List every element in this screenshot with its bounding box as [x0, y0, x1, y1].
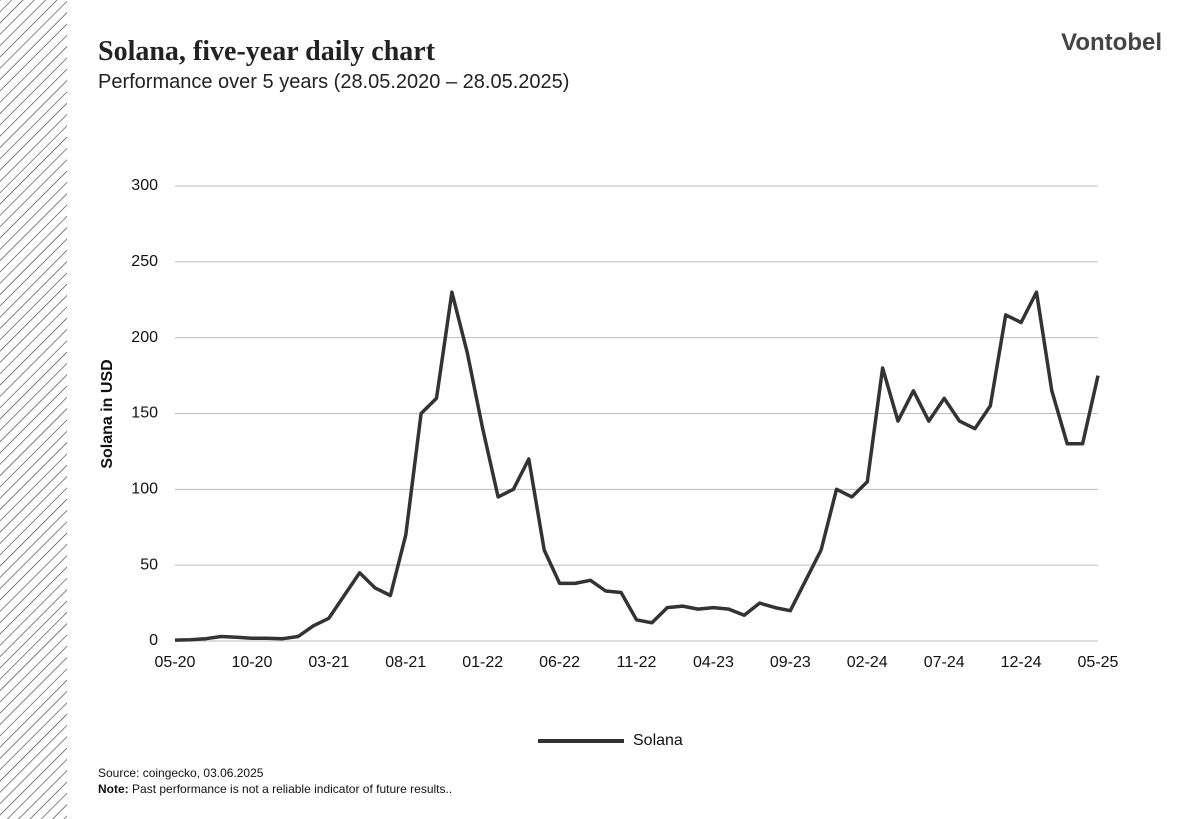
hatched-stripe: [0, 0, 67, 819]
y-tick-label: 100: [131, 481, 158, 498]
x-tick-label: 09-23: [770, 654, 811, 671]
note-text: Past performance is not a reliable indic…: [132, 782, 452, 796]
y-tick-label: 200: [131, 329, 158, 346]
brand-logo: Vontobel: [1061, 29, 1162, 56]
x-tick-label: 05-20: [155, 654, 196, 671]
x-tick-label: 10-20: [231, 654, 272, 671]
y-tick-label: 50: [140, 556, 158, 573]
x-tick-label: 11-22: [617, 654, 657, 671]
x-tick-label: 07-24: [924, 654, 965, 671]
y-tick-label: 150: [131, 405, 158, 422]
y-tick-label: 300: [131, 177, 158, 194]
series-line: [174, 290, 1100, 642]
note: Note: Past performance is not a reliable…: [98, 782, 452, 796]
x-tick-label: 06-22: [539, 654, 580, 671]
y-tick-label: 250: [131, 253, 158, 270]
x-tick-label: 04-23: [693, 654, 734, 671]
legend-label: Solana: [633, 732, 683, 749]
x-tick-label: 12-24: [1001, 654, 1042, 671]
y-axis-label: Solana in USD: [99, 359, 116, 468]
x-tick-label: 05-25: [1078, 654, 1119, 671]
y-tick-label: 0: [149, 632, 158, 649]
x-tick-label: 08-21: [385, 654, 426, 671]
chart-subtitle: Performance over 5 years (28.05.2020 – 2…: [98, 71, 569, 93]
x-tick-label: 03-21: [308, 654, 349, 671]
x-tick-label: 02-24: [847, 654, 888, 671]
x-tick-label: 01-22: [462, 654, 503, 671]
note-label: Note:: [98, 782, 129, 796]
source: Source: coingecko, 03.06.2025: [98, 766, 264, 780]
chart-title: Solana, five-year daily chart: [98, 36, 436, 67]
